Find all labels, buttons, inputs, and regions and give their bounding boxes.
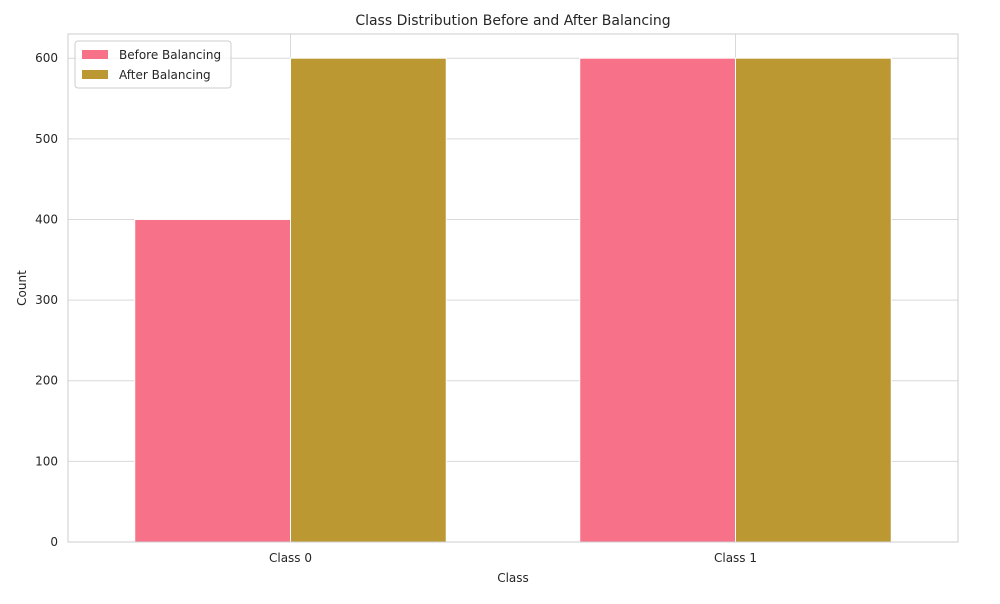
bar-before-balancing-class-1	[579, 57, 736, 543]
bar-after-balancing-class-0	[290, 57, 447, 543]
y-tick-label: 300	[35, 293, 58, 307]
y-axis-ticks: 0 100 200 300 400 500 600	[35, 51, 58, 549]
chart-title: Class Distribution Before and After Bala…	[355, 13, 670, 29]
plot-frame	[67, 33, 959, 543]
x-axis-label: Class	[497, 571, 529, 585]
x-axis-ticks: Class 0 Class 1	[269, 551, 757, 565]
y-tick-label: 400	[35, 212, 58, 226]
y-axis-label: Count	[15, 270, 29, 306]
legend-swatch	[82, 50, 108, 59]
y-tick-label: 100	[35, 454, 58, 468]
legend-label: After Balancing	[119, 68, 211, 82]
y-tick-label: 600	[35, 51, 58, 65]
x-tick-label: Class 0	[269, 551, 312, 565]
legend: Before Balancing After Balancing	[74, 40, 232, 89]
x-tick-label: Class 1	[714, 551, 757, 565]
bars	[134, 57, 892, 543]
y-tick-label: 0	[50, 535, 58, 549]
legend-label: Before Balancing	[119, 48, 221, 62]
legend-box	[74, 40, 232, 89]
y-tick-label: 200	[35, 374, 58, 388]
bar-before-balancing-class-0	[134, 218, 291, 543]
legend-swatch	[82, 70, 108, 79]
bar-after-balancing-class-1	[735, 57, 892, 543]
y-tick-label: 500	[35, 132, 58, 146]
